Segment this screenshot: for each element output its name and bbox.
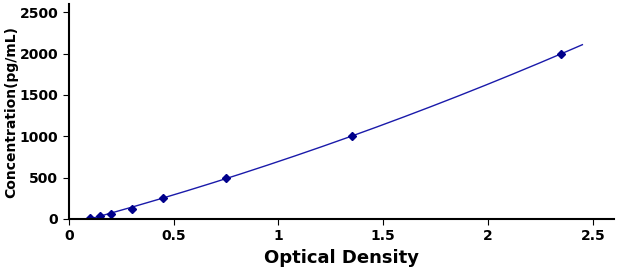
X-axis label: Optical Density: Optical Density	[264, 249, 419, 267]
Y-axis label: Concentration(pg/mL): Concentration(pg/mL)	[4, 25, 18, 198]
